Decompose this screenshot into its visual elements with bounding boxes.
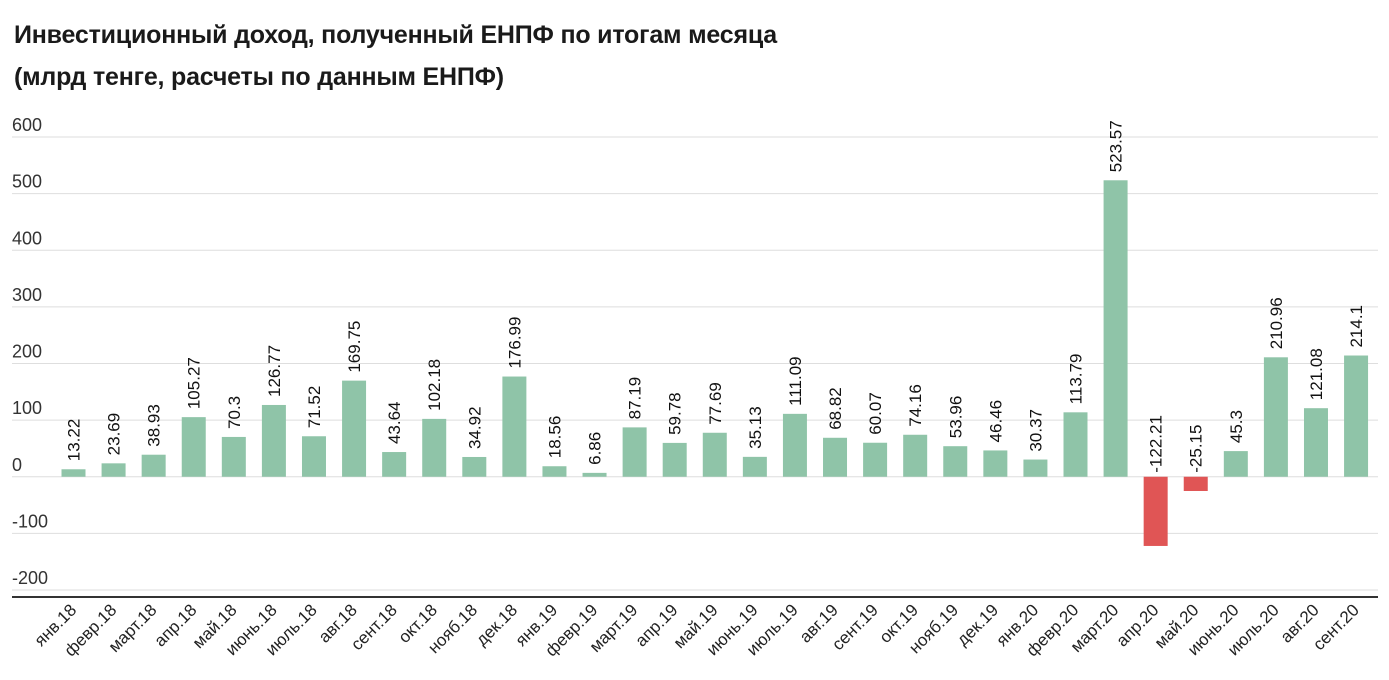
chart-title-block: Инвестиционный доход, полученный ЕНПФ по… [14,14,777,98]
bar [462,456,487,477]
data-label: 18.56 [545,416,564,459]
bar [502,376,527,477]
bar [1143,476,1168,546]
data-label: 87.19 [626,377,645,420]
data-label: 70.3 [225,396,244,429]
data-label: -122.21 [1147,415,1166,473]
data-label: 13.22 [65,419,84,462]
bar [1103,180,1128,477]
data-label: 53.96 [946,396,965,439]
data-label: 102.18 [425,359,444,411]
data-label: 38.93 [145,404,164,447]
bar [622,427,647,477]
y-tick-label: 200 [12,342,42,362]
bar [662,442,687,477]
y-tick-label: -100 [12,511,48,531]
bar [702,432,727,477]
bar [422,418,447,477]
bar [1344,355,1369,477]
data-label: 523.57 [1107,120,1126,172]
bar [181,417,206,477]
bar [382,452,407,477]
data-label: 126.77 [265,345,284,397]
data-label: 68.82 [826,387,845,430]
data-label: 30.37 [1026,409,1045,452]
y-tick-label: 100 [12,398,42,418]
bar [1023,459,1048,477]
y-tick-label: 300 [12,285,42,305]
data-label: 46.46 [986,400,1005,443]
data-label: 23.69 [105,413,124,456]
bar [863,442,888,477]
bar [1183,476,1208,491]
x-tick-label: дек.19 [953,600,1002,649]
data-label: 169.75 [345,321,364,373]
x-tick-label: дек.18 [472,600,521,649]
bar [782,413,807,477]
y-tick-label: 0 [12,455,22,475]
data-label: 71.52 [305,386,324,429]
data-label: 74.16 [906,384,925,427]
bar [542,466,567,477]
data-label: 113.79 [1067,354,1086,405]
bar [301,436,326,477]
bar [261,404,286,477]
data-label: 60.07 [866,392,885,435]
y-tick-label: 400 [12,228,42,248]
y-tick-label: -200 [12,568,48,588]
bar [342,380,367,477]
data-label: 6.86 [586,432,605,465]
y-tick-label: 500 [12,172,42,192]
bar [1263,357,1288,477]
bar [61,469,86,477]
chart-title: Инвестиционный доход, полученный ЕНПФ по… [14,21,778,49]
bar [1063,412,1088,477]
bar [1303,408,1328,477]
data-label: 214.1 [1347,305,1366,348]
data-label: 34.92 [465,406,484,449]
bar [903,434,928,477]
data-label: 77.69 [706,382,725,425]
data-label: 111.09 [786,356,805,405]
bar [823,437,848,477]
data-label: 105.27 [185,357,204,409]
bar [582,472,607,477]
bar [101,463,126,477]
data-label: 210.96 [1267,297,1286,349]
bar [221,436,246,477]
data-label: 45.3 [1227,410,1246,443]
bar [943,446,968,477]
bar [742,456,767,477]
data-label: 59.78 [666,392,685,435]
bar [141,454,166,477]
bar [1223,451,1248,477]
bar [983,450,1008,477]
data-label: 43.64 [385,401,404,444]
data-label: -25.15 [1187,425,1206,473]
data-label: 176.99 [505,317,524,369]
data-label: 35.13 [746,406,765,449]
y-tick-label: 600 [12,115,42,135]
chart-subtitle: (млрд тенге, расчеты по данным ЕНПФ) [14,63,504,91]
data-label: 121.08 [1307,348,1326,400]
